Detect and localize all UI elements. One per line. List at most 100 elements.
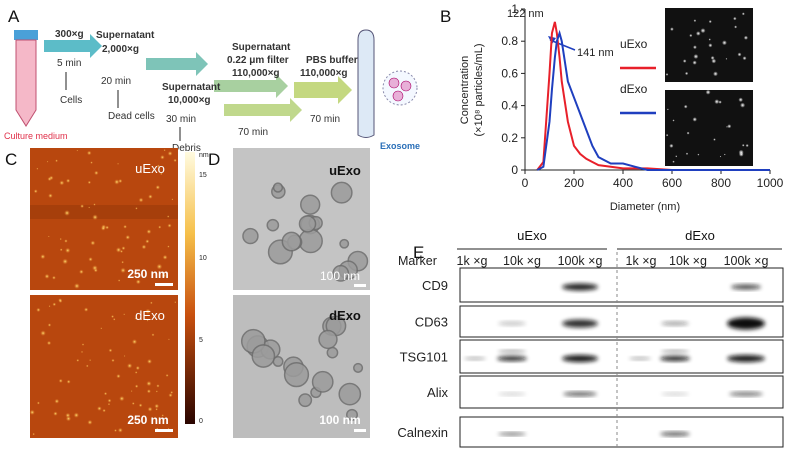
afm-particle <box>167 245 170 248</box>
tem-label: dExo <box>329 308 361 323</box>
afm-particle <box>90 161 93 164</box>
step-pellet: Cells <box>60 95 82 106</box>
band <box>498 350 526 353</box>
panel-label: A <box>8 7 20 26</box>
afm-particle <box>54 398 60 404</box>
nta-chart: Diameter (nm) Concentration (×10⁸ partic… <box>459 2 784 213</box>
x-tick-label: 1000 <box>757 176 784 190</box>
nta-particle <box>719 155 722 158</box>
colorbar-tick: 0 <box>199 418 203 425</box>
group-label: uExo <box>517 228 547 243</box>
afm-particle <box>161 414 164 417</box>
afm-particle <box>115 247 122 253</box>
workflow-label: Culture medium <box>4 131 68 141</box>
step-pellet: Debris <box>172 143 201 154</box>
nta-particle <box>693 45 697 50</box>
afm-particle <box>87 419 93 425</box>
afm-particle <box>80 350 84 354</box>
annotation: 141 nm <box>577 47 614 59</box>
scale-label: 100 nm <box>320 269 360 283</box>
afm-particle <box>148 194 153 199</box>
step-pellet: Dead cells <box>108 111 155 122</box>
step-text: 110,000×g <box>300 68 348 79</box>
afm-particle <box>86 150 92 156</box>
afm-label: dExo <box>135 308 165 323</box>
band <box>497 356 527 361</box>
colorbar-unit: nm <box>199 152 209 159</box>
afm-label: uExo <box>135 161 165 176</box>
afm-particle <box>156 384 160 388</box>
afm-particle <box>135 365 140 371</box>
afm-particle <box>58 298 63 303</box>
lane-label: 100k ×g <box>558 254 603 268</box>
afm-particle <box>160 154 165 160</box>
nta-particle <box>689 33 693 38</box>
x-tick-label: 0 <box>522 176 529 190</box>
lane-label: 10k ×g <box>669 254 707 268</box>
afm-particle <box>52 275 56 280</box>
afm-particle <box>92 214 98 221</box>
tem-label: uExo <box>329 163 361 178</box>
afm-particle <box>108 348 113 353</box>
afm-particle <box>174 301 177 304</box>
nta-particle <box>665 133 669 137</box>
afm-particle <box>123 313 126 316</box>
row-label: CD63 <box>415 315 448 330</box>
tem-vesicle <box>318 329 338 350</box>
afm-particle <box>131 402 135 405</box>
afm-particle <box>138 197 144 203</box>
afm-particle <box>81 343 85 346</box>
afm-particle <box>107 398 112 403</box>
afm-panel: uExo dExo 250 nm 250 nm nm 15 10 5 0 <box>29 148 209 438</box>
x-tick-label: 400 <box>613 176 633 190</box>
exosome-icon <box>400 80 412 92</box>
nta-particle <box>705 89 711 95</box>
panel-label: D <box>208 150 220 169</box>
arrow <box>224 98 302 122</box>
step-text: Supernatant <box>232 42 291 53</box>
afm-particle <box>117 162 119 165</box>
nta-particle <box>692 60 697 65</box>
series-line <box>536 29 770 171</box>
afm-particle <box>134 317 137 320</box>
nta-particle <box>723 153 726 156</box>
afm-particle <box>120 267 126 274</box>
product-label: Exosome <box>380 141 420 151</box>
nta-particle <box>741 143 745 147</box>
y-tick-label: 0.4 <box>501 99 518 113</box>
afm-particle <box>160 172 163 176</box>
afm-particle <box>121 246 126 251</box>
band <box>729 392 763 396</box>
nta-particle <box>713 71 718 77</box>
tube <box>15 39 37 127</box>
afm-particle <box>73 283 80 289</box>
band <box>727 355 765 362</box>
y-axis-label: Concentration <box>459 56 471 125</box>
afm-particle <box>131 339 138 345</box>
afm-particle <box>117 279 121 282</box>
tem-vesicle <box>339 238 350 249</box>
afm-particle <box>162 254 168 260</box>
afm-particle <box>166 215 170 218</box>
lane-label: 100k ×g <box>724 254 769 268</box>
y-tick-label: 0.8 <box>501 34 518 48</box>
step-time: 20 min <box>101 76 131 87</box>
afm-particle <box>85 364 89 368</box>
afm-particle <box>40 254 46 260</box>
afm-particle <box>154 403 160 409</box>
afm-particle <box>155 185 161 190</box>
colorbar-tick: 5 <box>199 337 203 344</box>
exosome-icon <box>392 90 404 102</box>
afm-particle <box>47 176 52 182</box>
band <box>498 432 526 436</box>
step-text: Supernatant <box>96 30 155 41</box>
panel-label: C <box>5 150 17 169</box>
afm-particle <box>48 305 51 308</box>
nta-particle <box>725 57 728 60</box>
afm-particle <box>59 237 62 241</box>
nta-particle <box>675 155 678 158</box>
ultracentrifuge-tube <box>357 29 375 138</box>
nta-particle <box>672 119 675 122</box>
afm-particle <box>165 373 169 377</box>
arrow <box>294 76 352 104</box>
